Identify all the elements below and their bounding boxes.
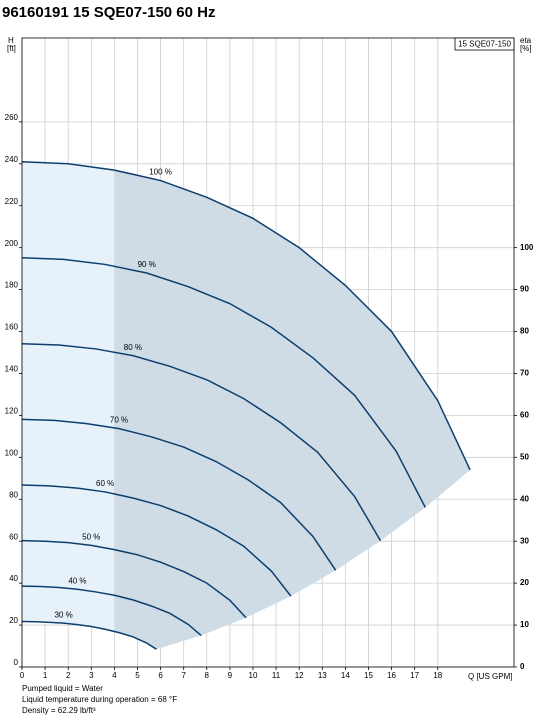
x-tick-label: 14 <box>341 671 350 680</box>
speed-curve <box>21 585 202 637</box>
y-tick-label: 80 <box>9 490 18 499</box>
y2-tick-label: 80 <box>520 327 529 336</box>
y2-tick-label: 40 <box>520 494 529 503</box>
y2-tick-label: 70 <box>520 369 529 378</box>
note: Liquid temperature during operation = 68… <box>22 695 177 704</box>
x-tick-label: 8 <box>205 671 210 680</box>
x-tick-label: 1 <box>43 671 48 680</box>
x-tick-label: 9 <box>228 671 233 680</box>
y2-axis-unit: [%] <box>520 44 532 53</box>
x-tick-label: 6 <box>158 671 163 680</box>
curve-label: 70 % <box>110 416 128 425</box>
y2-tick-label: 10 <box>520 620 529 629</box>
y-tick-label: 40 <box>9 574 18 583</box>
foreground-layer: 0 1 2 3 4 5 6 7 8 9 10 11 12 13 14 15 16 17 18020406080100… <box>5 113 534 680</box>
x-tick-label: 17 <box>410 671 419 680</box>
speed-curve <box>21 539 247 619</box>
y2-axis-label: eta <box>520 36 532 45</box>
y2-tick-label: 90 <box>520 285 529 294</box>
region-normal <box>114 170 471 650</box>
y-tick-label: 260 <box>5 113 19 122</box>
y2-tick-label: 50 <box>520 452 529 461</box>
plot-frame <box>21 37 515 668</box>
curve-label: 80 % <box>124 343 142 352</box>
y-tick-label: 20 <box>9 616 18 625</box>
y-tick-label: 140 <box>5 365 19 374</box>
speed-curve <box>21 160 471 471</box>
y2-tick-label: 20 <box>520 578 529 587</box>
curve-label: 30 % <box>54 610 72 619</box>
curve-label: 60 % <box>96 479 114 488</box>
note: Density = 62.29 lb/ft³ <box>22 706 96 715</box>
curve-label: 90 % <box>138 260 156 269</box>
region-low-flow <box>22 161 115 632</box>
y-axis-label: H <box>8 36 14 45</box>
operating-area <box>22 161 471 650</box>
curve-label: 50 % <box>82 533 100 542</box>
y-tick-label: 100 <box>5 448 19 457</box>
y-tick-label: 60 <box>9 532 18 541</box>
x-tick-label: 5 <box>135 671 140 680</box>
x-tick-label: 11 <box>272 671 281 680</box>
y-axis-unit: [ft] <box>7 44 16 53</box>
x-tick-label: 13 <box>318 671 327 680</box>
y-tick-label: 240 <box>5 155 19 164</box>
y2-tick-label: 100 <box>520 243 534 252</box>
x-axis-label: Q [US GPM] <box>468 672 512 681</box>
y2-tick-label: 30 <box>520 536 529 545</box>
x-tick-label: 12 <box>295 671 304 680</box>
y-tick-label: 220 <box>5 197 19 206</box>
x-tick-label: 18 <box>433 671 442 680</box>
x-tick-label: 3 <box>89 671 94 680</box>
speed-curve <box>21 418 337 571</box>
speed-curve <box>21 484 292 597</box>
y-tick-label: 120 <box>5 407 19 416</box>
speed-curve <box>21 256 426 508</box>
note: Pumped liquid = Water <box>22 684 103 693</box>
x-tick-label: 2 <box>66 671 71 680</box>
y2-tick-label: 60 <box>520 411 529 420</box>
speed-curve <box>21 620 157 650</box>
x-tick-label: 0 <box>20 671 25 680</box>
curve-label: 40 % <box>68 576 86 585</box>
x-tick-label: 4 <box>112 671 117 680</box>
chart-title: 96160191 15 SQE07-150 60 Hz <box>2 4 216 21</box>
curve-label: 100 % <box>149 168 172 177</box>
y-tick-label: 200 <box>5 239 19 248</box>
y-tick-label: 160 <box>5 323 19 332</box>
x-tick-label: 15 <box>364 671 373 680</box>
x-tick-label: 16 <box>387 671 396 680</box>
y2-tick-label: 0 <box>520 662 525 671</box>
legend-text: 15 SQE07-150 <box>458 40 511 49</box>
y-tick-label: 0 <box>14 658 19 667</box>
x-tick-label: 7 <box>181 671 186 680</box>
y-tick-label: 180 <box>5 281 19 290</box>
legend-box <box>454 37 515 51</box>
speed-curve <box>21 342 382 542</box>
x-tick-label: 10 <box>249 671 258 680</box>
